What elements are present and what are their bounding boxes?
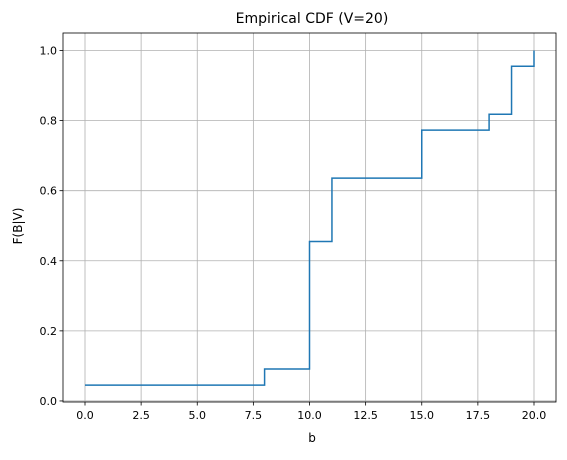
series-layer xyxy=(85,50,535,386)
x-tick-label: 20.0 xyxy=(522,409,547,422)
y-tick-label: 0.6 xyxy=(40,185,58,198)
chart-title: Empirical CDF (V=20) xyxy=(236,11,389,27)
x-tick-label: 12.5 xyxy=(353,409,378,422)
x-tick-label: 0.0 xyxy=(76,409,94,422)
y-tick-label: 0.4 xyxy=(40,255,58,268)
x-tick-label: 15.0 xyxy=(409,409,434,422)
y-tick-label: 0.0 xyxy=(40,395,58,408)
x-tick-label: 2.5 xyxy=(132,409,150,422)
grid xyxy=(63,33,556,402)
x-axis-label: b xyxy=(308,431,316,445)
y-tick-label: 0.8 xyxy=(40,115,58,128)
y-tick-label: 1.0 xyxy=(40,45,58,58)
x-tick-label: 5.0 xyxy=(189,409,207,422)
x-tick-label: 17.5 xyxy=(466,409,491,422)
x-tick-label: 10.0 xyxy=(297,409,322,422)
x-axis-ticks: 0.0 2.5 5.0 7.5 10.0 12.5 15.0 17.5 20.0 xyxy=(76,402,546,422)
y-axis-label: F(B|V) xyxy=(11,208,25,245)
ecdf-step-line xyxy=(85,50,535,386)
x-tick-label: 7.5 xyxy=(245,409,263,422)
y-tick-label: 0.2 xyxy=(40,325,58,338)
y-axis-ticks: 0.0 0.2 0.4 0.6 0.8 1.0 xyxy=(40,45,63,408)
